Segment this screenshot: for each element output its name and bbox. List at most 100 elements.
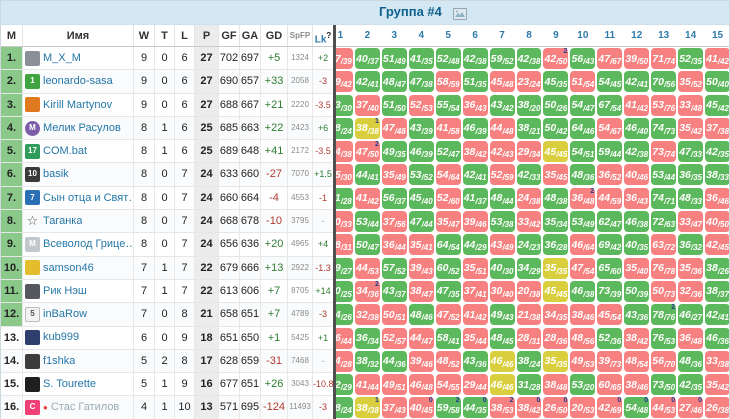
result-cell[interactable]: 52/36 — [597, 327, 623, 349]
player-link[interactable]: leonardo-sasa — [43, 75, 113, 88]
result-cell[interactable]: 42/43 — [489, 141, 515, 163]
result-cell[interactable]: 47/50 2 — [354, 141, 380, 163]
result-cell[interactable]: 44/26 — [336, 304, 353, 326]
result-cell[interactable]: 63/72 — [651, 234, 677, 256]
result-cell[interactable]: 51/35 — [462, 71, 488, 93]
result-cell[interactable]: 33/48 — [678, 94, 704, 116]
result-cell[interactable]: 42/41 — [705, 304, 729, 326]
result-cell[interactable]: 35/52 — [678, 71, 704, 93]
result-cell[interactable]: 45/45 — [543, 141, 569, 163]
result-cell[interactable]: 73/50 — [651, 374, 677, 396]
result-cell[interactable]: 53/49 — [570, 211, 596, 233]
result-cell[interactable]: 51/49 — [381, 48, 407, 69]
group-title-link[interactable]: Группа #4 — [379, 4, 442, 19]
result-cell[interactable]: 58/41 — [435, 327, 461, 349]
result-cell[interactable]: 58/59 — [435, 71, 461, 93]
result-cell[interactable]: 42/33 — [516, 164, 542, 186]
result-cell[interactable]: 78/76 2 — [651, 304, 677, 326]
result-cell[interactable]: 35/36 — [678, 257, 704, 279]
result-cell[interactable]: 36/35 — [678, 164, 704, 186]
result-cell[interactable]: 26/38 — [705, 397, 729, 419]
result-cell[interactable]: 39/46 — [408, 350, 434, 372]
result-cell[interactable]: 28/31 — [516, 327, 542, 349]
result-cell[interactable]: 46/48 — [408, 374, 434, 396]
result-cell[interactable]: 44/47 — [408, 327, 434, 349]
result-cell[interactable]: 29/44 — [462, 374, 488, 396]
result-cell[interactable]: 50/73 — [651, 280, 677, 302]
result-cell[interactable]: 31/28 — [336, 187, 353, 209]
player-link[interactable]: kub999 — [43, 331, 80, 344]
result-cell[interactable]: 59/44 — [597, 141, 623, 163]
result-cell[interactable]: 35/41 — [408, 234, 434, 256]
result-cell[interactable]: 56/37 — [381, 187, 407, 209]
result-cell[interactable]: 46/39 — [408, 141, 434, 163]
player-link[interactable]: Стас Гатилов — [50, 401, 120, 414]
result-cell[interactable]: 31/28 — [516, 374, 542, 396]
result-cell[interactable]: 72/63 — [651, 211, 677, 233]
result-cell[interactable]: 35/45 — [543, 164, 569, 186]
result-cell[interactable]: 26/50 0 — [543, 397, 569, 419]
result-cell[interactable]: 54/55 — [435, 374, 461, 396]
result-cell[interactable]: 42/38 — [516, 48, 542, 69]
result-cell[interactable]: 46/38 — [624, 211, 650, 233]
result-cell[interactable]: 54/45 — [597, 71, 623, 93]
result-cell[interactable]: 27/46 0 — [678, 397, 704, 419]
result-cell[interactable]: 38/42 0 — [516, 397, 542, 419]
result-cell[interactable]: 35/47 — [435, 211, 461, 233]
result-cell[interactable]: 32/38 — [354, 304, 380, 326]
result-cell[interactable]: 52/35 — [678, 48, 704, 69]
result-cell[interactable]: 38/24 — [516, 350, 542, 372]
result-cell[interactable]: 43/36 — [462, 350, 488, 372]
result-cell[interactable]: 20/53 — [570, 397, 596, 419]
result-cell[interactable]: 54/47 — [570, 94, 596, 116]
result-cell[interactable]: 29/34 — [516, 141, 542, 163]
result-cell[interactable]: 74/73 — [651, 117, 677, 139]
result-cell[interactable]: 38/46 — [624, 374, 650, 396]
result-cell[interactable]: 51/50 — [381, 94, 407, 116]
player-link[interactable]: Таганка — [43, 214, 83, 227]
result-cell[interactable]: 41/37 — [462, 187, 488, 209]
result-cell[interactable]: 33/38 — [705, 350, 729, 372]
result-cell[interactable]: 43/37 — [381, 280, 407, 302]
result-cell[interactable]: 56/70 — [651, 350, 677, 372]
result-cell[interactable]: 34/36 2 — [354, 280, 380, 302]
result-cell[interactable]: 47/54 — [570, 257, 596, 279]
result-cell[interactable]: 27/39 — [336, 48, 353, 69]
result-cell[interactable]: 53/20 — [570, 374, 596, 396]
result-cell[interactable]: 38/20 — [516, 94, 542, 116]
result-cell[interactable]: 64/54 — [435, 234, 461, 256]
result-cell[interactable]: 44/36 — [381, 350, 407, 372]
player-link[interactable]: samson46 — [43, 261, 94, 274]
result-cell[interactable]: 40/45 0 — [408, 397, 434, 419]
result-cell[interactable]: 42/35 — [705, 141, 729, 163]
result-cell[interactable]: 33/47 — [678, 211, 704, 233]
result-cell[interactable]: 36/46 — [705, 187, 729, 209]
result-cell[interactable]: 52/48 — [435, 48, 461, 69]
result-cell[interactable]: 38/26 — [705, 257, 729, 279]
player-link[interactable]: Сын отца и Свят… — [43, 191, 133, 204]
result-cell[interactable]: 60/65 — [597, 374, 623, 396]
result-cell[interactable]: 21/38 — [516, 304, 542, 326]
result-cell[interactable]: 46/36 — [705, 327, 729, 349]
result-cell[interactable]: 46/64 — [570, 234, 596, 256]
result-cell[interactable]: 44/53 — [354, 257, 380, 279]
result-cell[interactable]: 69/42 — [597, 234, 623, 256]
player-link[interactable]: Мелик Расулов — [43, 121, 121, 134]
result-cell[interactable]: 36/48 2 — [570, 187, 596, 209]
result-cell[interactable]: 54/48 0 — [624, 397, 650, 419]
result-cell[interactable]: 29/42 — [336, 71, 353, 93]
result-cell[interactable]: 37/38 — [705, 117, 729, 139]
result-cell[interactable]: 42/38 — [624, 141, 650, 163]
result-cell[interactable]: 67/54 — [597, 94, 623, 116]
result-cell[interactable]: 45/40 — [408, 187, 434, 209]
player-link[interactable]: Рик Нэш — [43, 284, 87, 297]
result-cell[interactable]: 41/44 — [354, 374, 380, 396]
result-cell[interactable]: 50/42 — [543, 117, 569, 139]
result-cell[interactable]: 59/52 — [489, 48, 515, 69]
result-cell[interactable]: 50/40 — [705, 71, 729, 93]
result-cell[interactable]: 35/42 — [705, 374, 729, 396]
result-cell[interactable]: 57/52 — [381, 257, 407, 279]
result-cell[interactable]: 48/56 — [570, 327, 596, 349]
result-cell[interactable]: 38/37 — [705, 280, 729, 302]
result-cell[interactable]: 48/46 — [408, 304, 434, 326]
